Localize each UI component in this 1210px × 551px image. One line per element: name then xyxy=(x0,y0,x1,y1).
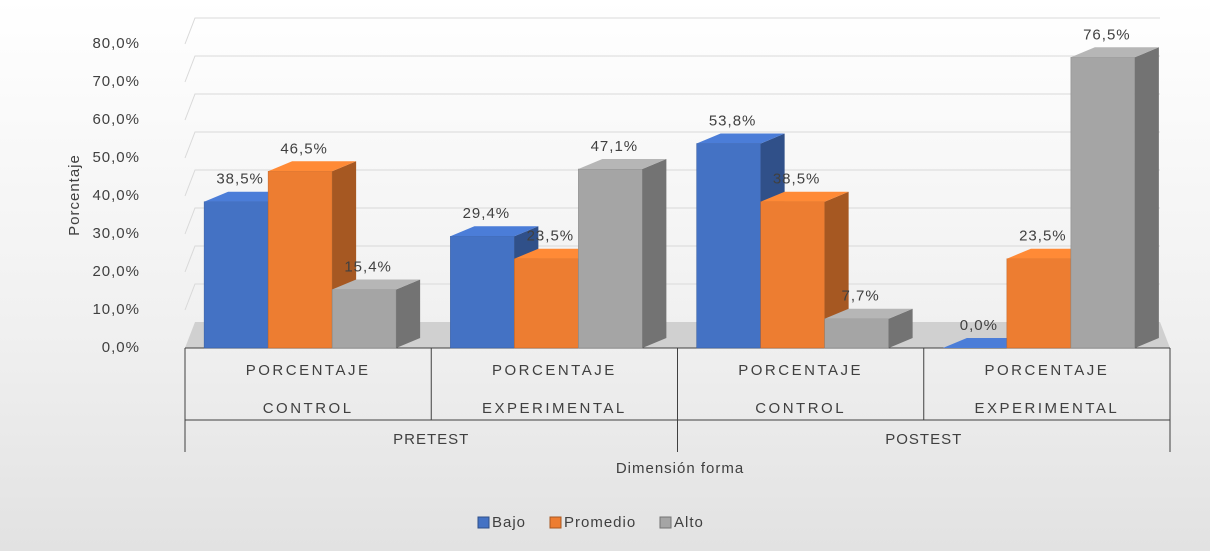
bar-top xyxy=(760,191,849,202)
bar-top xyxy=(578,159,667,170)
x-tick-label: PORCENTAJE EXPERIMENTAL xyxy=(482,362,627,417)
legend-swatch xyxy=(549,516,562,529)
bar-side xyxy=(824,191,849,348)
grid-line xyxy=(184,93,1160,121)
bar-top xyxy=(824,308,913,319)
legend-swatch xyxy=(477,516,490,529)
bar xyxy=(203,201,269,349)
bar xyxy=(760,201,825,349)
bar xyxy=(267,171,333,349)
data-label: 7,7% xyxy=(842,288,880,305)
x-axis-title: Dimensión forma xyxy=(616,460,744,477)
bar-side xyxy=(1134,47,1159,349)
data-label: 38,5% xyxy=(773,171,821,188)
bar-side xyxy=(888,308,913,348)
y-tick-label: 20,0% xyxy=(92,263,140,280)
y-tick-label: 0,0% xyxy=(102,339,140,356)
grid-line xyxy=(184,17,1160,45)
y-axis-title: Porcentaje xyxy=(66,154,83,236)
x-tick-label: PORCENTAJE EXPERIMENTAL xyxy=(974,362,1120,417)
grid-line xyxy=(184,169,1160,197)
y-tick-label: 10,0% xyxy=(92,301,140,318)
legend-label: Bajo xyxy=(492,514,526,531)
y-tick-label: 60,0% xyxy=(92,111,140,128)
data-label: 29,4% xyxy=(463,205,511,222)
data-label: 15,4% xyxy=(344,258,392,275)
y-tick-label: 30,0% xyxy=(92,225,140,242)
bar xyxy=(1006,258,1072,349)
data-label: 46,5% xyxy=(280,140,328,157)
bar xyxy=(331,289,397,349)
bar-top xyxy=(268,161,357,172)
bar xyxy=(450,236,515,349)
bar-top xyxy=(332,279,421,290)
data-label: 47,1% xyxy=(591,138,639,155)
data-label: 53,8% xyxy=(709,113,757,130)
y-tick-label: 50,0% xyxy=(92,149,140,166)
bar xyxy=(578,168,643,349)
bar-side xyxy=(642,159,667,348)
group-label: POSTEST xyxy=(885,431,962,448)
floor xyxy=(185,322,1170,348)
bar xyxy=(696,143,761,349)
x-tick-label: PORCENTAJE CONTROL xyxy=(738,362,863,417)
grid-line xyxy=(184,131,1160,159)
bar-side xyxy=(396,279,421,348)
bar-top xyxy=(696,133,785,144)
data-label: 0,0% xyxy=(960,317,998,334)
legend-label: Promedio xyxy=(564,514,636,531)
y-tick-label: 70,0% xyxy=(92,73,140,90)
bar xyxy=(824,318,889,349)
group-label: PRETEST xyxy=(393,431,469,448)
bar-top xyxy=(1070,47,1159,58)
x-tick-label: PORCENTAJE CONTROL xyxy=(245,362,371,417)
legend-swatch xyxy=(659,516,672,529)
data-label: 38,5% xyxy=(216,171,264,188)
bar xyxy=(1070,57,1136,349)
y-tick-label: 80,0% xyxy=(92,35,140,52)
data-label: 23,5% xyxy=(1019,228,1067,245)
bar xyxy=(514,258,579,349)
data-label: 23,5% xyxy=(527,228,575,245)
legend-label: Alto xyxy=(674,514,704,531)
bar-top xyxy=(450,226,539,237)
grid-line xyxy=(184,55,1160,83)
y-tick-label: 40,0% xyxy=(92,187,140,204)
data-label: 76,5% xyxy=(1083,26,1131,43)
